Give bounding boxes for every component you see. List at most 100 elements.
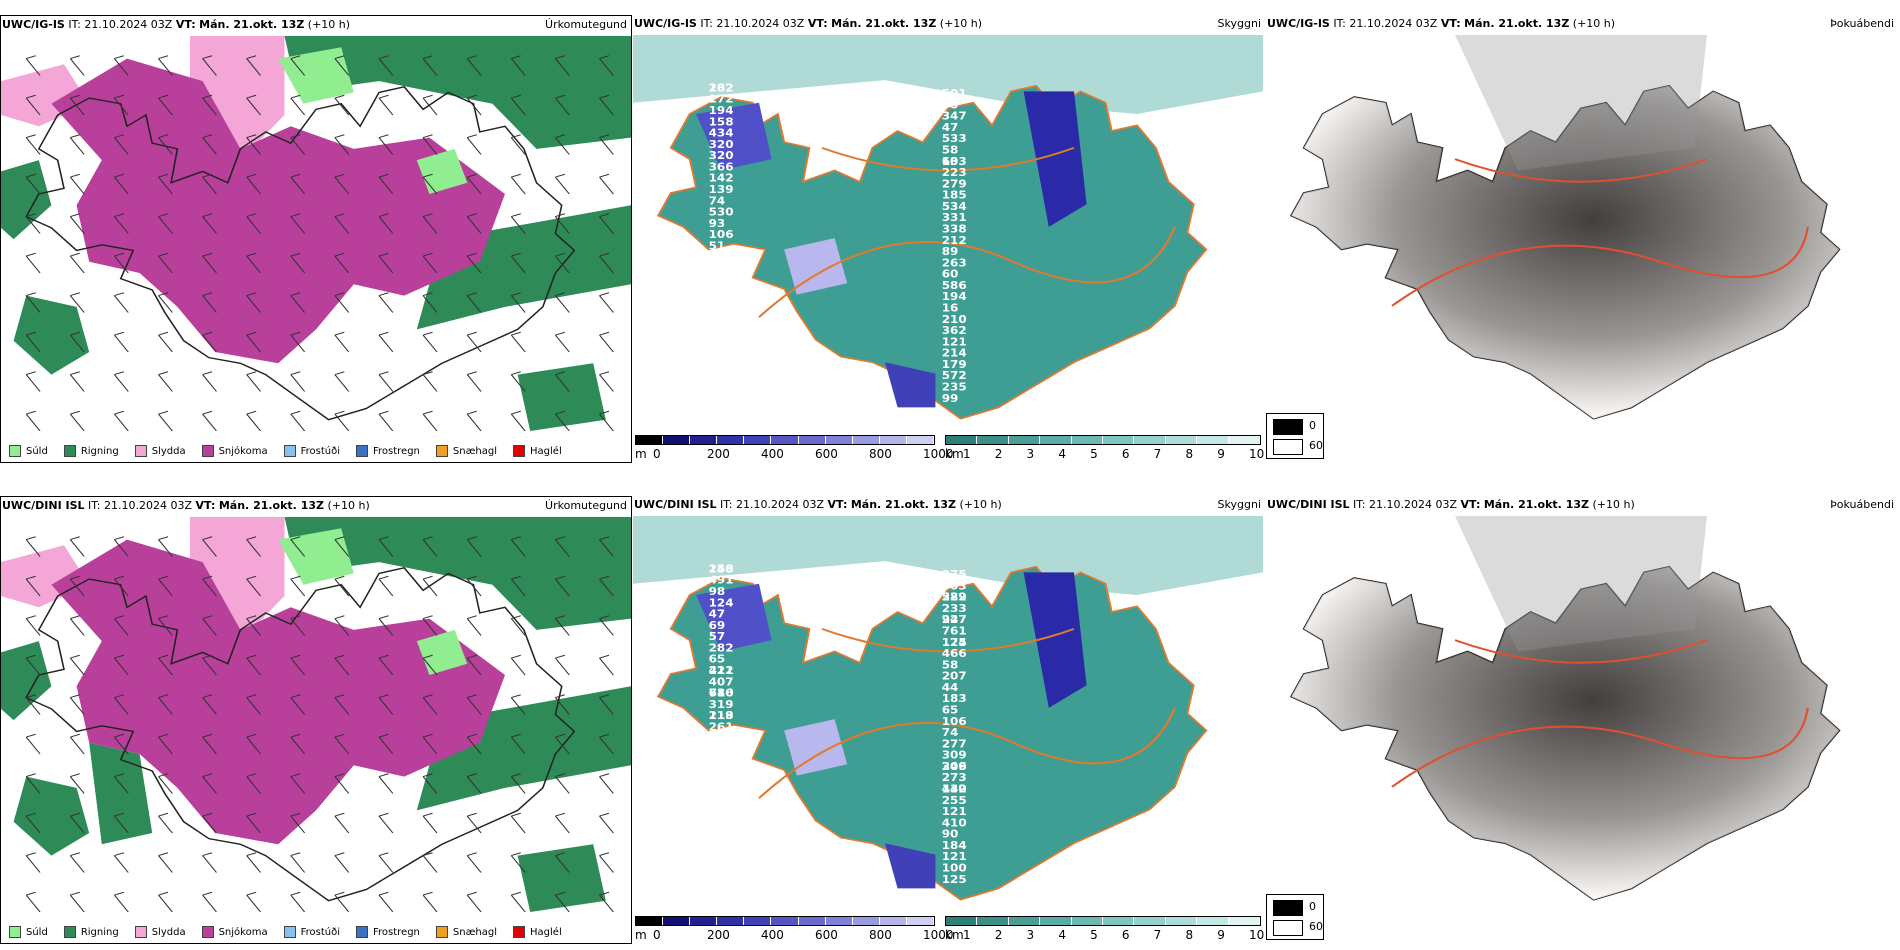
legend-swatch [134, 445, 147, 457]
valid-time: Mán. 21.okt. 13Z [1464, 17, 1570, 30]
colorbar-tick: 5 [1090, 447, 1098, 461]
ceiling-value-label: 533 [942, 132, 967, 145]
ceiling-value-label: 222 [709, 664, 734, 677]
legend-swatch [63, 926, 76, 938]
ceiling-value-label: 947 [942, 613, 967, 626]
ceiling-value-label: 142 [709, 171, 734, 184]
ceiling-title: Skyggni [1217, 17, 1261, 30]
ceiling-value-label: 140 [709, 562, 734, 575]
legend-swatch [513, 926, 526, 938]
ceiling-value-label: 196 [709, 765, 734, 778]
legend-label: Frostregn [373, 445, 420, 457]
model-name: UWC/DINI ISL [634, 498, 717, 511]
ceiling-value-label: 158 [709, 115, 734, 128]
legend-label: Snæhagl [452, 445, 498, 457]
ceiling-value-label: 184 [942, 839, 967, 852]
ceiling-value-label: 106 [709, 228, 734, 241]
colorbar-tick: 200 [707, 928, 730, 942]
ceiling-value-label: 616 [709, 686, 734, 699]
ceiling-value-label: 530 [709, 205, 734, 218]
legend-item: Snæhagl [435, 926, 497, 938]
valid-time: Mán. 21.okt. 13Z [1483, 498, 1589, 511]
ceiling-value-label: 74 [709, 194, 726, 207]
legend-item: Súld [9, 445, 48, 457]
ceiling-value-label: 440 [942, 782, 967, 795]
fog-legend-swatch [1273, 900, 1303, 916]
model-name: UWC/IG-IS [634, 17, 697, 30]
legend-label: Snjókoma [218, 926, 268, 938]
ceiling-value-label: 99 [942, 391, 959, 404]
init-time: 21.10.2024 03Z [104, 499, 193, 512]
colorbar-tick: 4 [1058, 447, 1066, 461]
fog-legend-label: 60 [1309, 439, 1323, 452]
ceiling-value-label: 258 [709, 833, 734, 846]
fog-legend-swatch [1273, 419, 1303, 435]
ceiling-value-label: 132 [709, 318, 734, 331]
colorbar-unit: m [635, 447, 647, 461]
ceiling-value-label: 666 [709, 855, 734, 868]
lead-time: (+10 h) [327, 499, 370, 512]
ceiling-value-label: 466 [942, 647, 967, 660]
legend-item: Súld [9, 926, 48, 938]
colorbar-tick: 4 [1058, 928, 1066, 942]
ceiling-value-label: 338 [942, 222, 967, 235]
lead-time: (+10 h) [1592, 498, 1635, 511]
model-name: UWC/DINI ISL [1267, 498, 1350, 511]
legend-label: Rigning [80, 445, 119, 457]
ceiling-colorbar: m 0 200 400 600 800 1000 [635, 916, 954, 944]
ceiling-colorbar: m 0 200 400 600 800 1000 [635, 435, 954, 463]
fog-header: UWC/DINI ISL IT: 21.10.2024 03Z VT: Mán.… [1267, 498, 1635, 511]
legend-swatch [201, 926, 214, 938]
ceiling-value-label: 132 [942, 782, 967, 795]
it-label: IT: [720, 498, 733, 511]
ceiling-value-label: 121 [942, 805, 967, 818]
colorbar-tick: 1000 [923, 447, 954, 461]
ceiling-value-label: 387 [709, 273, 734, 286]
ceiling-value-label: 263 [942, 256, 967, 269]
legend-label: Snjókoma [218, 445, 268, 457]
ceiling-value-label: 227 [942, 613, 967, 626]
ceiling-value-label: 106 [942, 714, 967, 727]
colorbar-tick: 3 [1026, 447, 1035, 461]
vt-label: VT: [1460, 498, 1481, 511]
legend-swatch [435, 445, 448, 457]
legend-item: Frostregn [356, 445, 420, 457]
ceiling-value-label: 179 [942, 358, 967, 371]
ceiling-value-label: 194 [942, 290, 967, 303]
legend-swatch [9, 445, 21, 457]
ceiling-value-label: 153 [709, 329, 734, 342]
ceiling-value-label: 51 [709, 239, 726, 252]
vt-label: VT: [1440, 17, 1461, 30]
colorbar-tick: 6 [1121, 928, 1130, 942]
valid-time: Mán. 21.okt. 13Z [199, 18, 305, 31]
colorbar-tick: 0 [653, 447, 661, 461]
ceiling-value-label: 320 [709, 137, 734, 150]
colorbar-unit: km [945, 928, 964, 942]
ceiling-value-label: 125 [942, 635, 967, 648]
ceiling-value-label: 255 [942, 793, 967, 806]
ceiling-value-label: 410 [942, 816, 967, 829]
ceiling-value-label: 121 [942, 335, 967, 348]
ceiling-value-label: 303 [942, 579, 967, 592]
colorbar-tick: 9 [1217, 447, 1225, 461]
colorbar-tick: 600 [815, 447, 838, 461]
precip-title: Úrkomutegund [545, 18, 627, 31]
legend-swatch [356, 445, 368, 457]
vt-label: VT: [175, 18, 196, 31]
ceiling-value-label: 124 [709, 596, 734, 609]
legend-label: Súld [26, 445, 48, 457]
ceiling-value-label: 89 [942, 245, 959, 258]
legend-label: Frostregn [373, 926, 420, 938]
ceiling-value-label: 58 [942, 658, 959, 671]
ceiling-value-label: 93 [709, 216, 726, 229]
ceiling-value-label: 83 [709, 754, 726, 767]
colorbar-tick: 10 [1249, 928, 1265, 942]
colorbar-tick: 1 [963, 447, 971, 461]
legend-label: Frostúði [300, 926, 340, 938]
valid-time: Mán. 21.okt. 13Z [218, 499, 324, 512]
precip-type-map [1, 36, 631, 431]
ceiling-value-label: 219 [709, 709, 734, 722]
precip-type-map [1, 517, 631, 912]
colorbar-tick: 7 [1153, 928, 1162, 942]
colorbar-tick: 8 [1185, 447, 1194, 461]
